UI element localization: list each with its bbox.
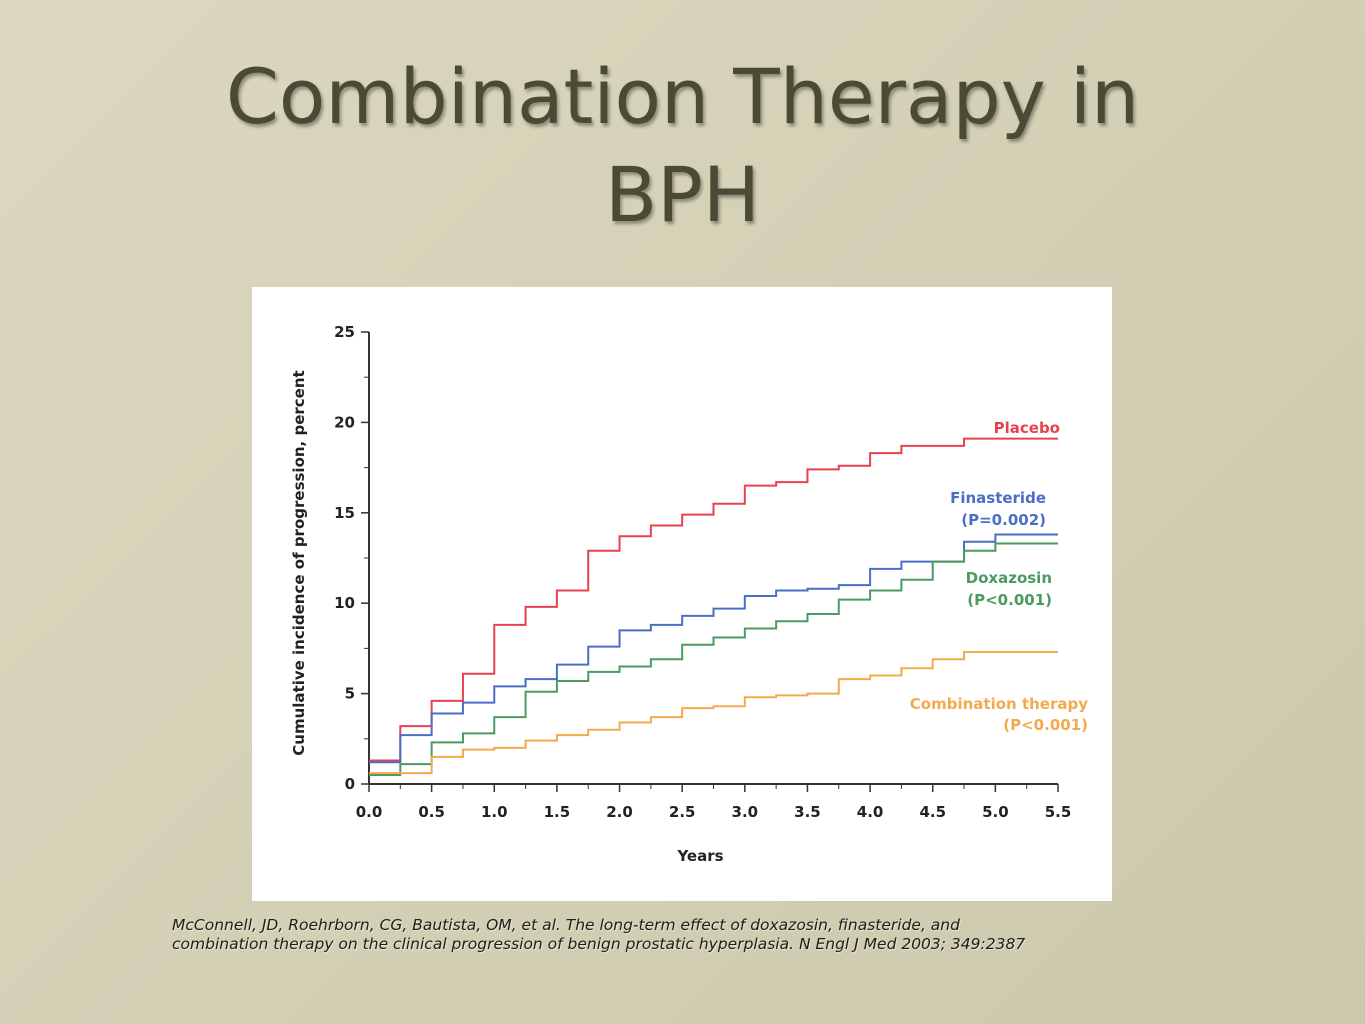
citation: McConnell, JD, Roehrborn, CG, Bautista, … [172,916,1232,954]
x-tick-label: 5.0 [982,803,1009,821]
y-tick-label: 0 [345,775,355,793]
series-label-placebo: Placebo [994,419,1060,437]
x-tick-label: 3.0 [732,803,759,821]
progression-chart: 0.0 0.5 1.0 1.5 2.0 2.5 3.0 3.5 4.0 4.5 5.0 5.5 0 5 10… [290,323,1088,865]
y-tick-label: 5 [345,685,355,703]
x-tick-label: 4.5 [919,803,946,821]
x-tick-label: 2.5 [669,803,696,821]
series-label-doxazosin: (P<0.001) [967,591,1052,609]
citation-line-2: combination therapy on the clinical prog… [172,935,1026,953]
series-label-combination-therapy: (P<0.001) [1003,716,1088,734]
series-label-finasteride: Finasteride [950,489,1046,507]
x-tick-label: 3.5 [794,803,821,821]
series-label-finasteride: (P=0.002) [961,511,1046,529]
x-tick-label: 1.0 [481,803,508,821]
series-label-doxazosin: Doxazosin [966,569,1052,587]
x-axis-title: Years [676,847,723,865]
x-tick-label: 5.5 [1045,803,1072,821]
y-tick-label: 15 [334,504,355,522]
series-label-combination-therapy: Combination therapy [910,695,1088,713]
y-axis-title: Cumulative incidence of progression, per… [290,370,308,755]
y-tick-label: 25 [334,323,355,341]
slide-title-line-1: Combination Therapy in [225,52,1140,141]
slide-title-line-2: BPH [604,150,761,239]
series-line-placebo [369,437,1058,762]
x-tick-label: 2.0 [606,803,633,821]
chart-panel: 0.0 0.5 1.0 1.5 2.0 2.5 3.0 3.5 4.0 4.5 5.0 5.5 0 5 10… [252,287,1112,901]
y-tick-label: 10 [334,594,355,612]
y-tick-label: 20 [334,413,355,431]
x-tick-label: 1.5 [544,803,571,821]
citation-line-1: McConnell, JD, Roehrborn, CG, Bautista, … [172,916,960,934]
series-line-finasteride [369,533,1058,764]
slide-title: Combination Therapy in BPH [0,48,1365,244]
series-line-combination-therapy [369,651,1058,775]
series-line-doxazosin [369,542,1058,776]
x-tick-label: 4.0 [857,803,884,821]
x-tick-label: 0.0 [356,803,383,821]
x-tick-label: 0.5 [418,803,445,821]
